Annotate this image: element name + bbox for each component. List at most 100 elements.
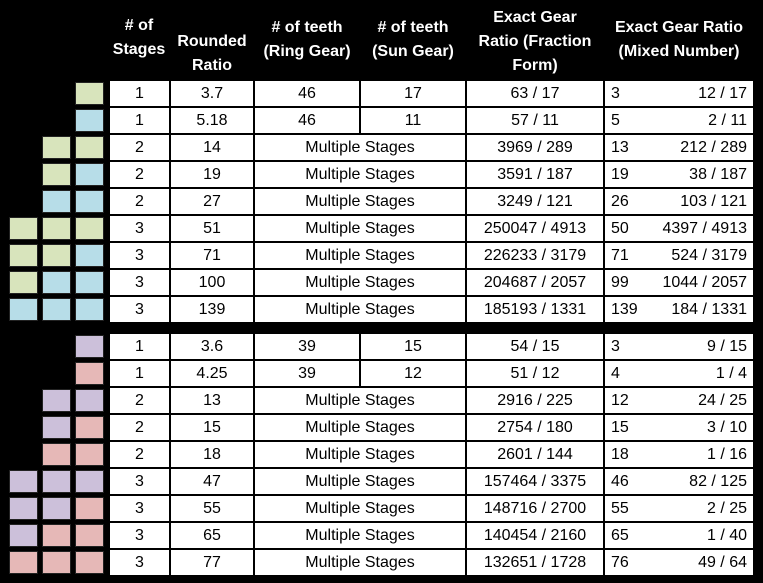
- stages-cell: 2: [110, 442, 169, 467]
- stages-cell: 2: [110, 415, 169, 440]
- multiple-stages-cell: Multiple Stages: [255, 523, 465, 548]
- stages-cell: 3: [110, 469, 169, 494]
- fraction-cell: 2916 / 225: [467, 388, 603, 413]
- multiple-stages-cell: Multiple Stages: [255, 388, 465, 413]
- mixed-whole-cell: 12: [605, 388, 649, 413]
- multiple-stages-cell: Multiple Stages: [255, 442, 465, 467]
- gear-stage-swatch-pink: [9, 551, 38, 574]
- mixed-fraction-cell: 184 / 1331: [649, 297, 753, 322]
- gear-stage-swatch-purple: [42, 389, 71, 412]
- gear-stage-swatch-green: [9, 271, 38, 294]
- gear-stage-swatch-green: [42, 244, 71, 267]
- mixed-whole-cell: 71: [605, 243, 649, 268]
- fraction-cell: 226233 / 3179: [467, 243, 603, 268]
- rounded-ratio-cell: 14: [171, 135, 253, 160]
- multiple-stages-cell: Multiple Stages: [255, 189, 465, 214]
- gear-stage-swatch-blue: [42, 298, 71, 321]
- rounded-ratio-cell: 4.25: [171, 361, 253, 386]
- gear-stage-swatch-blue: [75, 190, 104, 213]
- sun-teeth-cell: 11: [361, 108, 465, 133]
- mixed-whole-cell: 26: [605, 189, 649, 214]
- gear-stage-swatch-pink: [75, 416, 104, 439]
- stages-cell: 3: [110, 523, 169, 548]
- mixed-whole-cell: 4: [605, 361, 649, 386]
- gear-stage-swatch-pink: [42, 551, 71, 574]
- fraction-cell: 51 / 12: [467, 361, 603, 386]
- gear-stage-swatch-blue: [9, 298, 38, 321]
- fraction-cell: 54 / 15: [467, 334, 603, 359]
- gear-stage-swatch-green: [75, 217, 104, 240]
- ring-teeth-cell: 39: [255, 361, 359, 386]
- gear-stage-swatch-pink: [42, 524, 71, 547]
- gear-stage-swatch-pink: [75, 524, 104, 547]
- multiple-stages-cell: Multiple Stages: [255, 415, 465, 440]
- fraction-cell: 185193 / 1331: [467, 297, 603, 322]
- fraction-cell: 140454 / 2160: [467, 523, 603, 548]
- fraction-cell: 2601 / 144: [467, 442, 603, 467]
- mixed-fraction-cell: 12 / 17: [649, 81, 753, 106]
- gear-stage-swatch-green: [42, 163, 71, 186]
- multiple-stages-cell: Multiple Stages: [255, 270, 465, 295]
- gear-stage-swatch-purple: [75, 389, 104, 412]
- fraction-cell: 250047 / 4913: [467, 216, 603, 241]
- gear-stage-swatch-blue: [75, 109, 104, 132]
- mixed-whole-cell: 76: [605, 550, 649, 575]
- sun-teeth-cell: 17: [361, 81, 465, 106]
- stages-cell: 1: [110, 334, 169, 359]
- stages-cell: 3: [110, 216, 169, 241]
- header-fraction: Exact Gear Ratio (Fraction Form): [478, 9, 592, 74]
- mixed-fraction-cell: 49 / 64: [649, 550, 753, 575]
- rounded-ratio-cell: 71: [171, 243, 253, 268]
- fraction-cell: 204687 / 2057: [467, 270, 603, 295]
- gear-stage-swatch-purple: [75, 470, 104, 493]
- stages-cell: 2: [110, 388, 169, 413]
- gear-stage-swatch-purple: [9, 497, 38, 520]
- mixed-fraction-cell: 1 / 40: [649, 523, 753, 548]
- mixed-whole-cell: 46: [605, 469, 649, 494]
- rounded-ratio-cell: 19: [171, 162, 253, 187]
- gear-stage-swatch-purple: [42, 470, 71, 493]
- gear-stage-swatch-pink: [75, 362, 104, 385]
- mixed-fraction-cell: 38 / 187: [649, 162, 753, 187]
- rounded-ratio-cell: 5.18: [171, 108, 253, 133]
- gear-stage-swatch-pink: [75, 551, 104, 574]
- rounded-ratio-cell: 13: [171, 388, 253, 413]
- fraction-cell: 3969 / 289: [467, 135, 603, 160]
- multiple-stages-cell: Multiple Stages: [255, 243, 465, 268]
- gear-stage-swatch-pink: [75, 497, 104, 520]
- stages-cell: 1: [110, 361, 169, 386]
- rounded-ratio-cell: 139: [171, 297, 253, 322]
- mixed-whole-cell: 5: [605, 108, 649, 133]
- ring-teeth-cell: 39: [255, 334, 359, 359]
- fraction-cell: 157464 / 3375: [467, 469, 603, 494]
- stages-cell: 2: [110, 162, 169, 187]
- multiple-stages-cell: Multiple Stages: [255, 496, 465, 521]
- fraction-cell: 148716 / 2700: [467, 496, 603, 521]
- rounded-ratio-cell: 15: [171, 415, 253, 440]
- stages-cell: 3: [110, 496, 169, 521]
- rounded-ratio-cell: 100: [171, 270, 253, 295]
- multiple-stages-cell: Multiple Stages: [255, 162, 465, 187]
- rounded-ratio-cell: 55: [171, 496, 253, 521]
- rounded-ratio-cell: 47: [171, 469, 253, 494]
- mixed-fraction-cell: 1 / 16: [649, 442, 753, 467]
- header-ring-teeth: # of teeth (Ring Gear): [263, 19, 351, 60]
- gear-stage-swatch-blue: [42, 271, 71, 294]
- header-stages: # of Stages: [112, 17, 166, 58]
- mixed-fraction-cell: 2 / 25: [649, 496, 753, 521]
- mixed-fraction-cell: 1 / 4: [649, 361, 753, 386]
- gear-stage-swatch-green: [42, 136, 71, 159]
- gear-stage-swatch-purple: [42, 497, 71, 520]
- gear-stage-swatch-green: [75, 82, 104, 105]
- stages-cell: 1: [110, 108, 169, 133]
- fraction-cell: 57 / 11: [467, 108, 603, 133]
- multiple-stages-cell: Multiple Stages: [255, 297, 465, 322]
- gear-stage-swatch-purple: [75, 335, 104, 358]
- stages-cell: 3: [110, 297, 169, 322]
- ring-teeth-cell: 46: [255, 108, 359, 133]
- gear-stage-swatch-blue: [75, 163, 104, 186]
- fraction-cell: 3591 / 187: [467, 162, 603, 187]
- gear-stage-swatch-purple: [9, 524, 38, 547]
- stages-cell: 2: [110, 189, 169, 214]
- header-sun-teeth: # of teeth (Sun Gear): [372, 19, 454, 60]
